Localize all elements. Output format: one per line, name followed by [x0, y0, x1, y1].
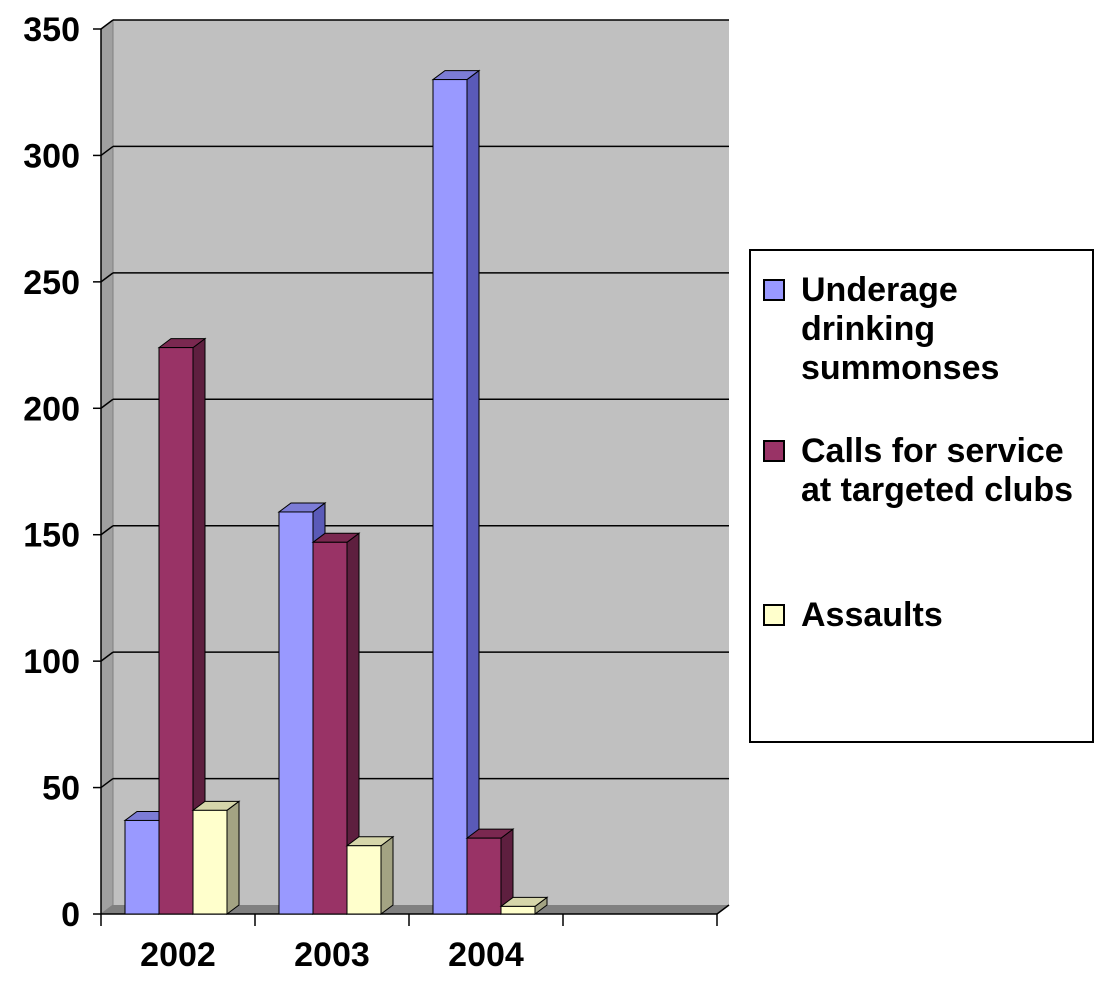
gridline-side — [100, 398, 114, 409]
bar — [465, 828, 515, 915]
gridline-side — [100, 19, 114, 30]
bar — [191, 800, 241, 915]
y-tick-label: 200 — [23, 390, 80, 428]
bar-side — [466, 69, 480, 915]
bar-front — [432, 79, 468, 915]
bar-front — [346, 845, 382, 915]
legend-label-assaults: Assaults — [801, 596, 943, 634]
bar — [311, 532, 361, 915]
bar-side — [226, 800, 240, 915]
bar-front — [312, 541, 348, 915]
plot-floor — [101, 905, 729, 914]
bar — [277, 501, 327, 915]
x-axis-tick-labels: 2002 2003 2004 — [140, 936, 524, 974]
y-tick-label: 50 — [42, 770, 80, 808]
gridline-side — [100, 145, 114, 157]
bar-front — [466, 837, 502, 915]
legend-item-underage-drinking: Underage drinking summonses — [763, 271, 1091, 388]
legend-item-calls-for-service: Calls for service at targeted clubs — [763, 432, 1091, 510]
bars — [123, 69, 549, 915]
bar-front — [192, 809, 228, 915]
legend: Underage drinking summonses Calls for se… — [749, 249, 1094, 743]
gridline-side — [100, 777, 114, 789]
bar-front — [158, 347, 194, 915]
y-axis-tick-labels: 0 50 100 150 200 250 300 350 — [23, 11, 80, 934]
y-tick-label: 300 — [23, 137, 80, 175]
legend-label-calls-for-service: Calls for service at targeted clubs — [801, 432, 1074, 509]
bar — [345, 835, 395, 915]
x-tick-label: 2003 — [294, 936, 370, 974]
gridline-side — [100, 272, 114, 283]
x-tick-label: 2002 — [140, 936, 216, 974]
bar-front — [500, 905, 536, 915]
bar-side — [380, 835, 394, 915]
legend-swatch-calls-for-service — [763, 440, 785, 462]
plot-area — [100, 19, 729, 915]
plot-back-wall — [113, 20, 729, 905]
y-tick-label: 100 — [23, 643, 80, 681]
gridline-side — [100, 525, 114, 536]
bar-front — [124, 819, 160, 915]
y-tick-label: 350 — [23, 11, 80, 49]
x-tick-label: 2004 — [448, 936, 524, 974]
legend-swatch-underage-drinking — [763, 279, 785, 301]
bar — [157, 337, 207, 915]
legend-swatch-assaults — [763, 604, 785, 626]
legend-item-assaults: Assaults — [763, 596, 1091, 635]
y-tick-label: 150 — [23, 517, 80, 555]
y-tick-label: 0 — [61, 896, 80, 934]
bar — [499, 896, 549, 915]
legend-label-underage-drinking: Underage drinking summonses — [801, 271, 1000, 387]
bar-front — [278, 511, 314, 915]
bar — [431, 69, 481, 915]
gridlines — [100, 19, 729, 789]
gridline-side — [100, 651, 114, 662]
y-tick-label: 250 — [23, 264, 80, 302]
floor-edge — [716, 904, 730, 915]
